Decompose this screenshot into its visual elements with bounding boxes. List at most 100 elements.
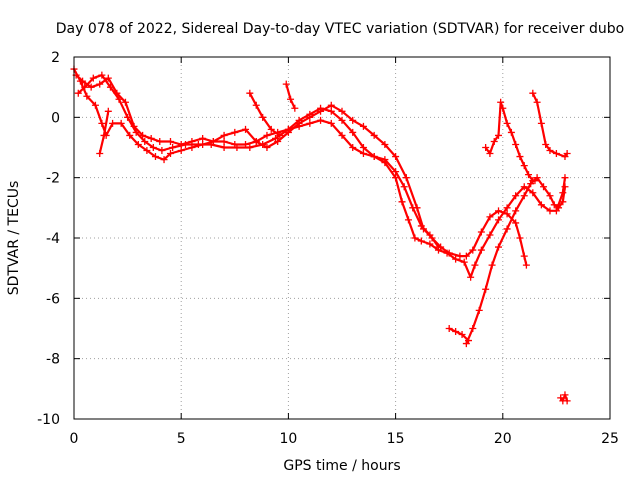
data-point-marker: [96, 150, 104, 158]
data-point-marker: [409, 204, 417, 212]
data-point-marker: [434, 243, 442, 251]
y-tick-label: 0: [51, 110, 60, 126]
data-point-marker: [149, 144, 157, 151]
data-point-marker: [469, 325, 477, 332]
data-point-marker: [158, 147, 166, 155]
data-point-marker: [267, 125, 275, 133]
data-point-marker: [317, 116, 325, 124]
series-trace-7: [529, 89, 571, 161]
data-point-marker: [561, 391, 569, 399]
series-line: [72, 68, 567, 279]
data-point-marker: [400, 183, 408, 191]
plot-frame: [73, 56, 611, 420]
data-point-marker: [287, 95, 295, 103]
data-point-marker: [381, 156, 389, 164]
data-point-marker: [132, 128, 140, 136]
data-point-marker: [147, 134, 155, 142]
data-point-marker: [417, 222, 425, 230]
data-point-marker: [490, 137, 498, 145]
data-point-marker: [349, 144, 357, 151]
axis-ticks: 0 5 10 15 20 25 -10 -8 -6 -4 -2 0 2: [37, 50, 619, 447]
data-point-marker: [242, 125, 250, 133]
series-line: [465, 176, 567, 345]
data-point-marker: [495, 131, 503, 139]
data-point-marker: [445, 249, 453, 257]
y-tick-label: -4: [46, 231, 60, 247]
data-point-marker: [306, 119, 314, 127]
data-point-marker: [231, 128, 239, 136]
data-point-marker: [512, 140, 520, 148]
data-point-marker: [220, 137, 228, 145]
data-point-marker: [471, 261, 479, 269]
data-point-marker: [477, 246, 485, 254]
data-point-marker: [233, 144, 241, 151]
y-tick-label: -2: [46, 171, 60, 187]
data-point-marker: [495, 207, 503, 215]
y-tick-label: -6: [46, 291, 60, 307]
y-axis-label: SDTVAR / TECUs: [6, 181, 22, 296]
data-point-marker: [486, 150, 494, 158]
data-point-marker: [252, 101, 260, 109]
data-point-marker: [282, 80, 290, 88]
data-point-marker: [503, 119, 511, 127]
data-point-marker: [503, 225, 511, 233]
data-point-marker: [555, 204, 563, 212]
data-point-marker: [475, 306, 483, 314]
data-point-marker: [359, 122, 367, 130]
data-point-marker: [381, 140, 389, 148]
data-point-marker: [98, 71, 106, 79]
data-point-marker: [520, 162, 528, 170]
data-point-marker: [529, 189, 537, 197]
data-point-marker: [404, 216, 412, 224]
data-point-marker: [482, 285, 490, 293]
data-point-marker: [263, 144, 271, 151]
data-point-marker: [134, 140, 142, 148]
x-axis-label: GPS time / hours: [283, 458, 400, 474]
data-point-marker: [252, 137, 260, 145]
data-point-marker: [338, 116, 346, 124]
data-point-marker: [482, 144, 490, 151]
series-trace-9: [246, 89, 284, 139]
data-point-marker: [207, 140, 215, 148]
data-point-marker: [166, 150, 174, 158]
data-point-marker: [495, 243, 503, 251]
data-point-marker: [542, 140, 550, 148]
data-point-marker: [516, 234, 524, 242]
data-point-marker: [460, 258, 468, 266]
data-point-marker: [417, 237, 425, 245]
data-point-marker: [199, 134, 207, 142]
data-point-marker: [392, 153, 400, 161]
data-point-marker: [520, 192, 528, 200]
data-point-marker: [220, 144, 228, 151]
data-point-marker: [141, 137, 149, 145]
data-point-marker: [81, 83, 89, 91]
data-point-marker: [452, 328, 460, 336]
data-point-marker: [143, 147, 151, 155]
data-point-marker: [166, 137, 174, 145]
data-point-marker: [151, 153, 159, 161]
data-point-marker: [486, 231, 494, 239]
series-line: [484, 101, 537, 182]
data-point-marker: [529, 89, 537, 97]
y-tick-label: 2: [51, 50, 60, 66]
data-point-marker: [522, 261, 530, 269]
data-point-marker: [177, 147, 185, 155]
y-tick-label: -10: [37, 412, 60, 428]
chart-title: Day 078 of 2022, Sidereal Day-to-day VTE…: [56, 21, 624, 37]
series-trace-5: [445, 325, 472, 345]
x-tick-label: 10: [279, 431, 297, 447]
data-point-marker: [464, 337, 472, 345]
data-point-marker: [79, 77, 87, 85]
data-point-marker: [89, 74, 97, 82]
data-point-marker: [516, 153, 524, 161]
data-point-marker: [327, 119, 335, 127]
data-point-marker: [520, 183, 528, 191]
series-trace-4: [462, 174, 569, 348]
data-point-marker: [156, 137, 164, 145]
data-point-marker: [181, 140, 189, 148]
data-point-marker: [370, 153, 378, 161]
data-point-marker: [503, 210, 511, 218]
data-point-marker: [220, 131, 228, 139]
data-point-marker: [259, 113, 267, 121]
data-point-marker: [402, 174, 410, 182]
